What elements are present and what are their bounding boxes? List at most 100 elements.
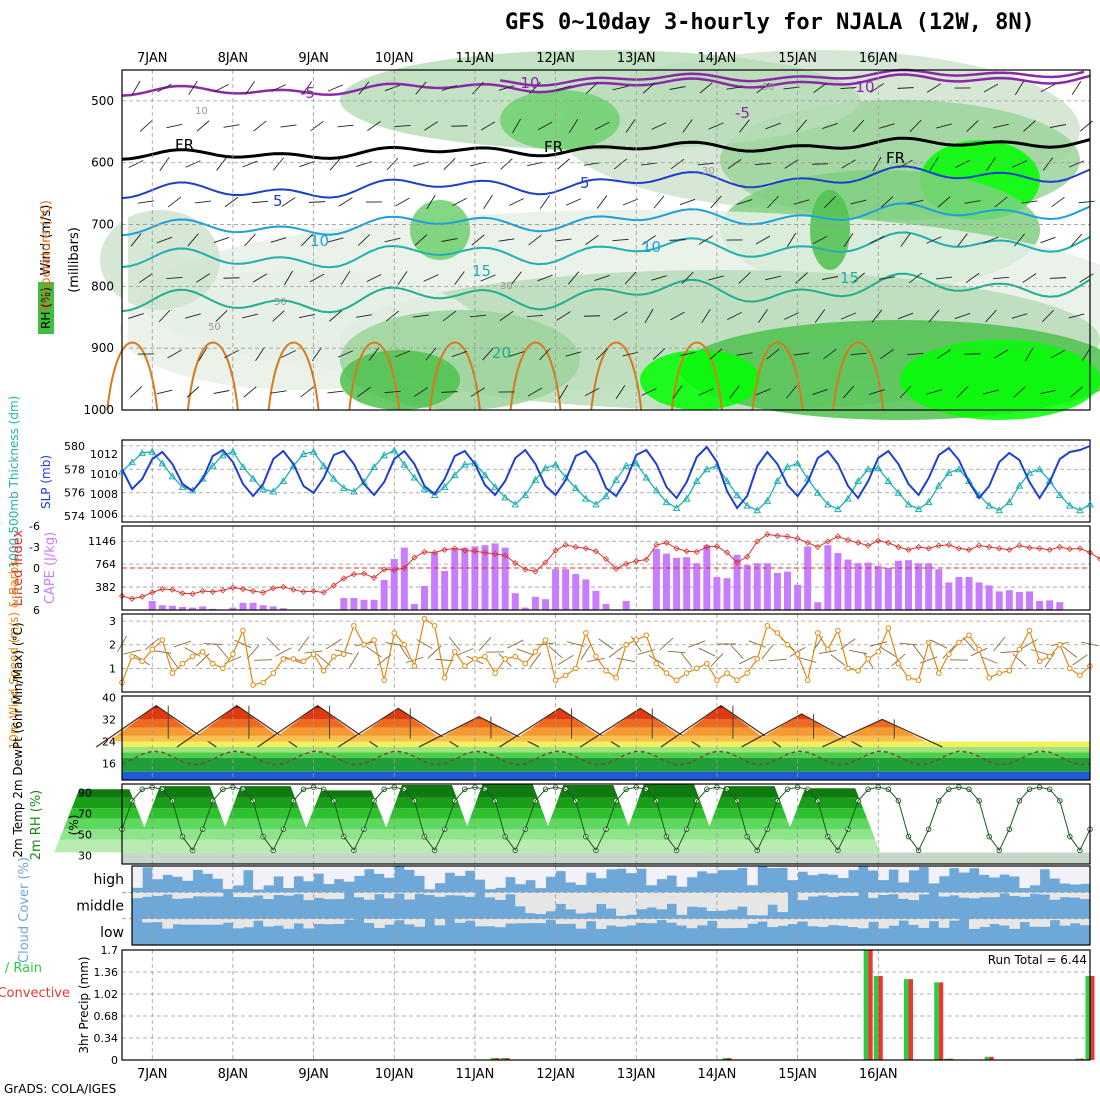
upper-wind-barb: [992, 276, 1010, 280]
cloud-cover-block: [384, 892, 395, 899]
cloud-cover-block: [626, 866, 637, 874]
temp2m-warm-band: [717, 705, 725, 709]
upper-wind-barb: [185, 313, 201, 319]
upper-wind-barb: [539, 347, 551, 361]
wind10m-speed-point: [683, 670, 690, 676]
thickness-point: [924, 498, 933, 506]
cape-bar: [189, 607, 197, 610]
lifted-index-point: [784, 533, 791, 540]
cloud-cover-block: [777, 892, 788, 913]
pressure-tick-label: 700: [91, 218, 114, 232]
wind10m-speed-point: [784, 641, 791, 648]
cloud-cover-block: [827, 866, 839, 875]
upper-wind-barb: [624, 271, 637, 285]
upper-wind-barb: [765, 275, 781, 281]
temp2m-tick-label: 16: [102, 757, 116, 770]
upper-wind-barb: [253, 120, 267, 132]
isotherm-15: [121, 231, 1091, 269]
thickness-point: [934, 481, 943, 489]
cloud-cover-block: [616, 866, 627, 869]
cloud-cover-block: [505, 918, 516, 924]
cape-bar: [723, 578, 731, 610]
cloud-cover-block: [979, 866, 990, 875]
rh2m-band: [462, 829, 553, 840]
wind10m-speed-point: [744, 670, 750, 676]
thickness-point: [642, 473, 651, 481]
temp2m-warm-band: [755, 735, 848, 742]
wind10m-speed-point: [714, 677, 720, 683]
thickness-point: [652, 486, 661, 494]
upper-wind-barb: [653, 195, 665, 209]
wind10m-barb: [234, 639, 252, 649]
thickness-point: [783, 462, 792, 470]
lifted-index-point: [431, 549, 438, 556]
thickness-point: [440, 482, 449, 490]
upper-wind-barb: [739, 119, 750, 133]
cloud-cover-block: [283, 866, 294, 888]
rh-axis-label: RH (%): [39, 287, 53, 329]
upper-wind-barb: [1068, 160, 1085, 168]
wind10m-barb: [880, 646, 897, 658]
cloud-cover-block: [696, 892, 708, 908]
upper-wind-barb: [367, 121, 381, 131]
lifted-index-point: [118, 592, 126, 600]
cloud-cover-block: [122, 892, 133, 894]
cape-bar: [158, 605, 166, 610]
wind10m-speed-point: [351, 623, 357, 629]
wind10m-barb: [1030, 648, 1049, 656]
wind10m-speed-point: [956, 639, 962, 646]
upper-wind-barb: [681, 271, 694, 285]
cloud-cover-block: [999, 918, 1010, 926]
isotherm-label: 5: [273, 192, 283, 210]
lifted-index-point: [996, 545, 1003, 552]
cloud-level-label: high: [93, 872, 124, 888]
cloud-cover-block: [424, 892, 436, 896]
lifted-index-point: [270, 585, 277, 592]
wind10m-speed-point: [835, 627, 841, 634]
precip-convective-bar: [868, 950, 873, 1060]
cloud-cover-block: [152, 866, 163, 880]
lifted-index-point: [1086, 549, 1094, 556]
cloud-cover-block: [827, 918, 839, 926]
wind10m-barb: [1062, 646, 1078, 658]
cloud-cover-block: [938, 918, 950, 928]
upper-wind-barb: [357, 234, 371, 246]
cloud-cover-block: [313, 866, 325, 874]
wind10m-speed-point: [361, 641, 367, 648]
wind10m-speed-point: [431, 623, 438, 629]
lifted-index-point: [1056, 543, 1063, 551]
wind10m-speed-point: [966, 632, 972, 639]
wind10m-speed-point: [371, 637, 377, 643]
upper-wind-barb: [954, 312, 971, 320]
upper-wind-barb: [766, 348, 780, 360]
precip-legend-convective: Convective: [0, 986, 70, 1001]
upper-wind-barb: [528, 234, 542, 246]
lifted-index-point: [623, 560, 630, 567]
upper-wind-barb: [384, 237, 401, 243]
upper-wind-barb: [651, 275, 667, 281]
slp-tick-label: 1010: [90, 468, 118, 481]
temp2m-warm-band: [691, 719, 751, 728]
lifted-index-point: [360, 570, 368, 577]
lifted-index-point: [734, 559, 741, 566]
cloud-cover-block: [434, 892, 446, 897]
upper-wind-barb: [786, 385, 797, 399]
upper-wind-barb: [926, 236, 942, 244]
wind10m-barb: [507, 639, 524, 649]
lifted-index-point: [159, 585, 166, 593]
isotherm-minus5: [121, 73, 1091, 97]
cloud-cover-block: [1029, 892, 1041, 894]
cloud-cover-block: [565, 918, 577, 924]
temp2m-warm-band: [849, 727, 916, 736]
upper-wind-barb: [852, 272, 865, 284]
wind10m-speed-point: [754, 656, 761, 662]
upper-wind-barb: [812, 235, 828, 245]
cape-bar: [1056, 602, 1064, 610]
upper-wind-barb: [727, 159, 742, 169]
cloud-cover-block: [303, 918, 315, 929]
cloud-cover-block: [162, 892, 173, 895]
cloud-cover-block: [868, 918, 879, 922]
lifted-index-point: [955, 545, 962, 552]
thickness-tick-label: 578: [64, 463, 85, 476]
isotherm-25-2: [267, 341, 320, 411]
